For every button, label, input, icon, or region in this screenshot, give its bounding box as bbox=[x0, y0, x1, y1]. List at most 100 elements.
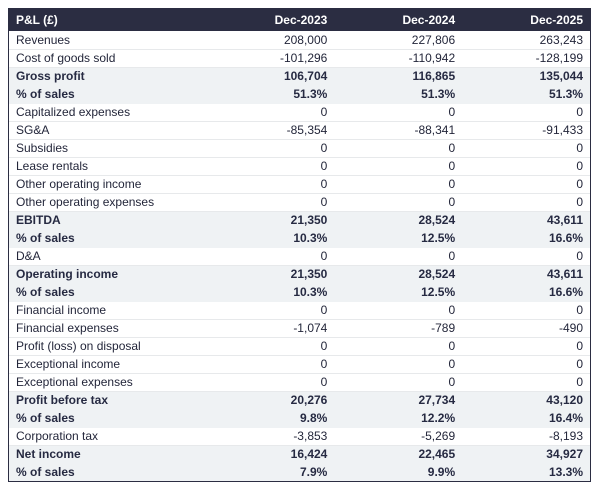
value-cell: 0 bbox=[334, 247, 463, 266]
value-cell: -110,942 bbox=[334, 49, 463, 68]
subtotal-row: Profit before tax 20,276 27,734 43,120 bbox=[9, 391, 590, 410]
value-cell: 12.2% bbox=[334, 409, 463, 428]
value-cell: 51.3% bbox=[334, 85, 463, 104]
value-cell: 16,424 bbox=[206, 445, 335, 464]
value-cell: 43,611 bbox=[462, 211, 590, 230]
row-label: Other operating income bbox=[9, 175, 207, 194]
value-cell: 0 bbox=[334, 355, 463, 374]
value-cell: 0 bbox=[462, 103, 590, 122]
row-label: Corporation tax bbox=[9, 427, 207, 446]
value-cell: 0 bbox=[334, 337, 463, 356]
value-cell: 13.3% bbox=[462, 463, 590, 481]
value-cell: 10.3% bbox=[206, 283, 335, 302]
table-row: SG&A -85,354 -88,341 -91,433 bbox=[9, 121, 590, 140]
header-cell-dec-2024: Dec-2024 bbox=[334, 9, 463, 31]
row-label: % of sales bbox=[9, 85, 207, 104]
value-cell: 9.9% bbox=[334, 463, 463, 481]
value-cell: 0 bbox=[334, 193, 463, 212]
row-label: % of sales bbox=[9, 409, 207, 428]
table-row: Other operating income 0 0 0 bbox=[9, 175, 590, 194]
value-cell: 0 bbox=[206, 103, 335, 122]
value-cell: 0 bbox=[462, 139, 590, 158]
value-cell: 0 bbox=[462, 373, 590, 392]
value-cell: -490 bbox=[462, 319, 590, 338]
value-cell: -789 bbox=[334, 319, 463, 338]
value-cell: -5,269 bbox=[334, 427, 463, 446]
pl-table-container: P&L (£) Dec-2023 Dec-2024 Dec-2025 Reven… bbox=[8, 8, 591, 482]
table-row: Exceptional income 0 0 0 bbox=[9, 355, 590, 374]
subtotal-row: Net income 16,424 22,465 34,927 bbox=[9, 445, 590, 464]
row-label: Profit before tax bbox=[9, 391, 207, 410]
value-cell: 34,927 bbox=[462, 445, 590, 464]
value-cell: 0 bbox=[206, 301, 335, 320]
value-cell: -3,853 bbox=[206, 427, 335, 446]
table-row: Revenues 208,000 227,806 263,243 bbox=[9, 31, 590, 50]
table-row: Financial income 0 0 0 bbox=[9, 301, 590, 320]
pl-table-header: P&L (£) Dec-2023 Dec-2024 Dec-2025 bbox=[9, 9, 590, 31]
value-cell: 0 bbox=[462, 355, 590, 374]
value-cell: 21,350 bbox=[206, 211, 335, 230]
table-row: Other operating expenses 0 0 0 bbox=[9, 193, 590, 212]
table-row: Profit (loss) on disposal 0 0 0 bbox=[9, 337, 590, 356]
value-cell: 16.4% bbox=[462, 409, 590, 428]
value-cell: 0 bbox=[206, 373, 335, 392]
row-label: Lease rentals bbox=[9, 157, 207, 176]
value-cell: 0 bbox=[206, 247, 335, 266]
value-cell: 28,524 bbox=[334, 211, 463, 230]
value-cell: 7.9% bbox=[206, 463, 335, 481]
value-cell: 0 bbox=[334, 103, 463, 122]
value-cell: 0 bbox=[462, 157, 590, 176]
value-cell: 21,350 bbox=[206, 265, 335, 284]
table-row: D&A 0 0 0 bbox=[9, 247, 590, 266]
value-cell: 20,276 bbox=[206, 391, 335, 410]
value-cell: 0 bbox=[206, 355, 335, 374]
value-cell: 0 bbox=[462, 337, 590, 356]
value-cell: -91,433 bbox=[462, 121, 590, 140]
row-label: Exceptional expenses bbox=[9, 373, 207, 392]
table-row: Subsidies 0 0 0 bbox=[9, 139, 590, 158]
value-cell: 263,243 bbox=[462, 31, 590, 50]
row-label: Financial expenses bbox=[9, 319, 207, 338]
value-cell: 9.8% bbox=[206, 409, 335, 428]
value-cell: 0 bbox=[206, 193, 335, 212]
value-cell: 0 bbox=[334, 139, 463, 158]
table-row: Exceptional expenses 0 0 0 bbox=[9, 373, 590, 392]
row-label: Profit (loss) on disposal bbox=[9, 337, 207, 356]
value-cell: 0 bbox=[334, 175, 463, 194]
value-cell: 51.3% bbox=[462, 85, 590, 104]
value-cell: -1,074 bbox=[206, 319, 335, 338]
value-cell: 28,524 bbox=[334, 265, 463, 284]
row-label: Exceptional income bbox=[9, 355, 207, 374]
table-row: Financial expenses -1,074 -789 -490 bbox=[9, 319, 590, 338]
row-label: SG&A bbox=[9, 121, 207, 140]
value-cell: 0 bbox=[206, 337, 335, 356]
value-cell: 12.5% bbox=[334, 283, 463, 302]
value-cell: 12.5% bbox=[334, 229, 463, 248]
value-cell: 227,806 bbox=[334, 31, 463, 50]
value-cell: 135,044 bbox=[462, 67, 590, 86]
subtotal-row: Gross profit 106,704 116,865 135,044 bbox=[9, 67, 590, 86]
table-row: Capitalized expenses 0 0 0 bbox=[9, 103, 590, 122]
pl-table: P&L (£) Dec-2023 Dec-2024 Dec-2025 Reven… bbox=[9, 9, 590, 481]
table-row: Cost of goods sold -101,296 -110,942 -128,1… bbox=[9, 49, 590, 68]
subtotal-row: EBITDA 21,350 28,524 43,611 bbox=[9, 211, 590, 230]
table-row: Corporation tax -3,853 -5,269 -8,193 bbox=[9, 427, 590, 446]
row-label: Cost of goods sold bbox=[9, 49, 207, 68]
row-label: D&A bbox=[9, 247, 207, 266]
value-cell: -85,354 bbox=[206, 121, 335, 140]
row-label: % of sales bbox=[9, 283, 207, 302]
value-cell: 10.3% bbox=[206, 229, 335, 248]
row-label: EBITDA bbox=[9, 211, 207, 230]
subtotal-row: % of sales 7.9% 9.9% 13.3% bbox=[9, 463, 590, 481]
value-cell: 208,000 bbox=[206, 31, 335, 50]
value-cell: 0 bbox=[206, 157, 335, 176]
row-label: Revenues bbox=[9, 31, 207, 50]
row-label: % of sales bbox=[9, 463, 207, 481]
row-label: Gross profit bbox=[9, 67, 207, 86]
subtotal-row: % of sales 51.3% 51.3% 51.3% bbox=[9, 85, 590, 104]
subtotal-row: Operating income 21,350 28,524 43,611 bbox=[9, 265, 590, 284]
row-label: Operating income bbox=[9, 265, 207, 284]
value-cell: -88,341 bbox=[334, 121, 463, 140]
header-cell-pl-title: P&L (£) bbox=[9, 9, 207, 31]
value-cell: 0 bbox=[462, 301, 590, 320]
